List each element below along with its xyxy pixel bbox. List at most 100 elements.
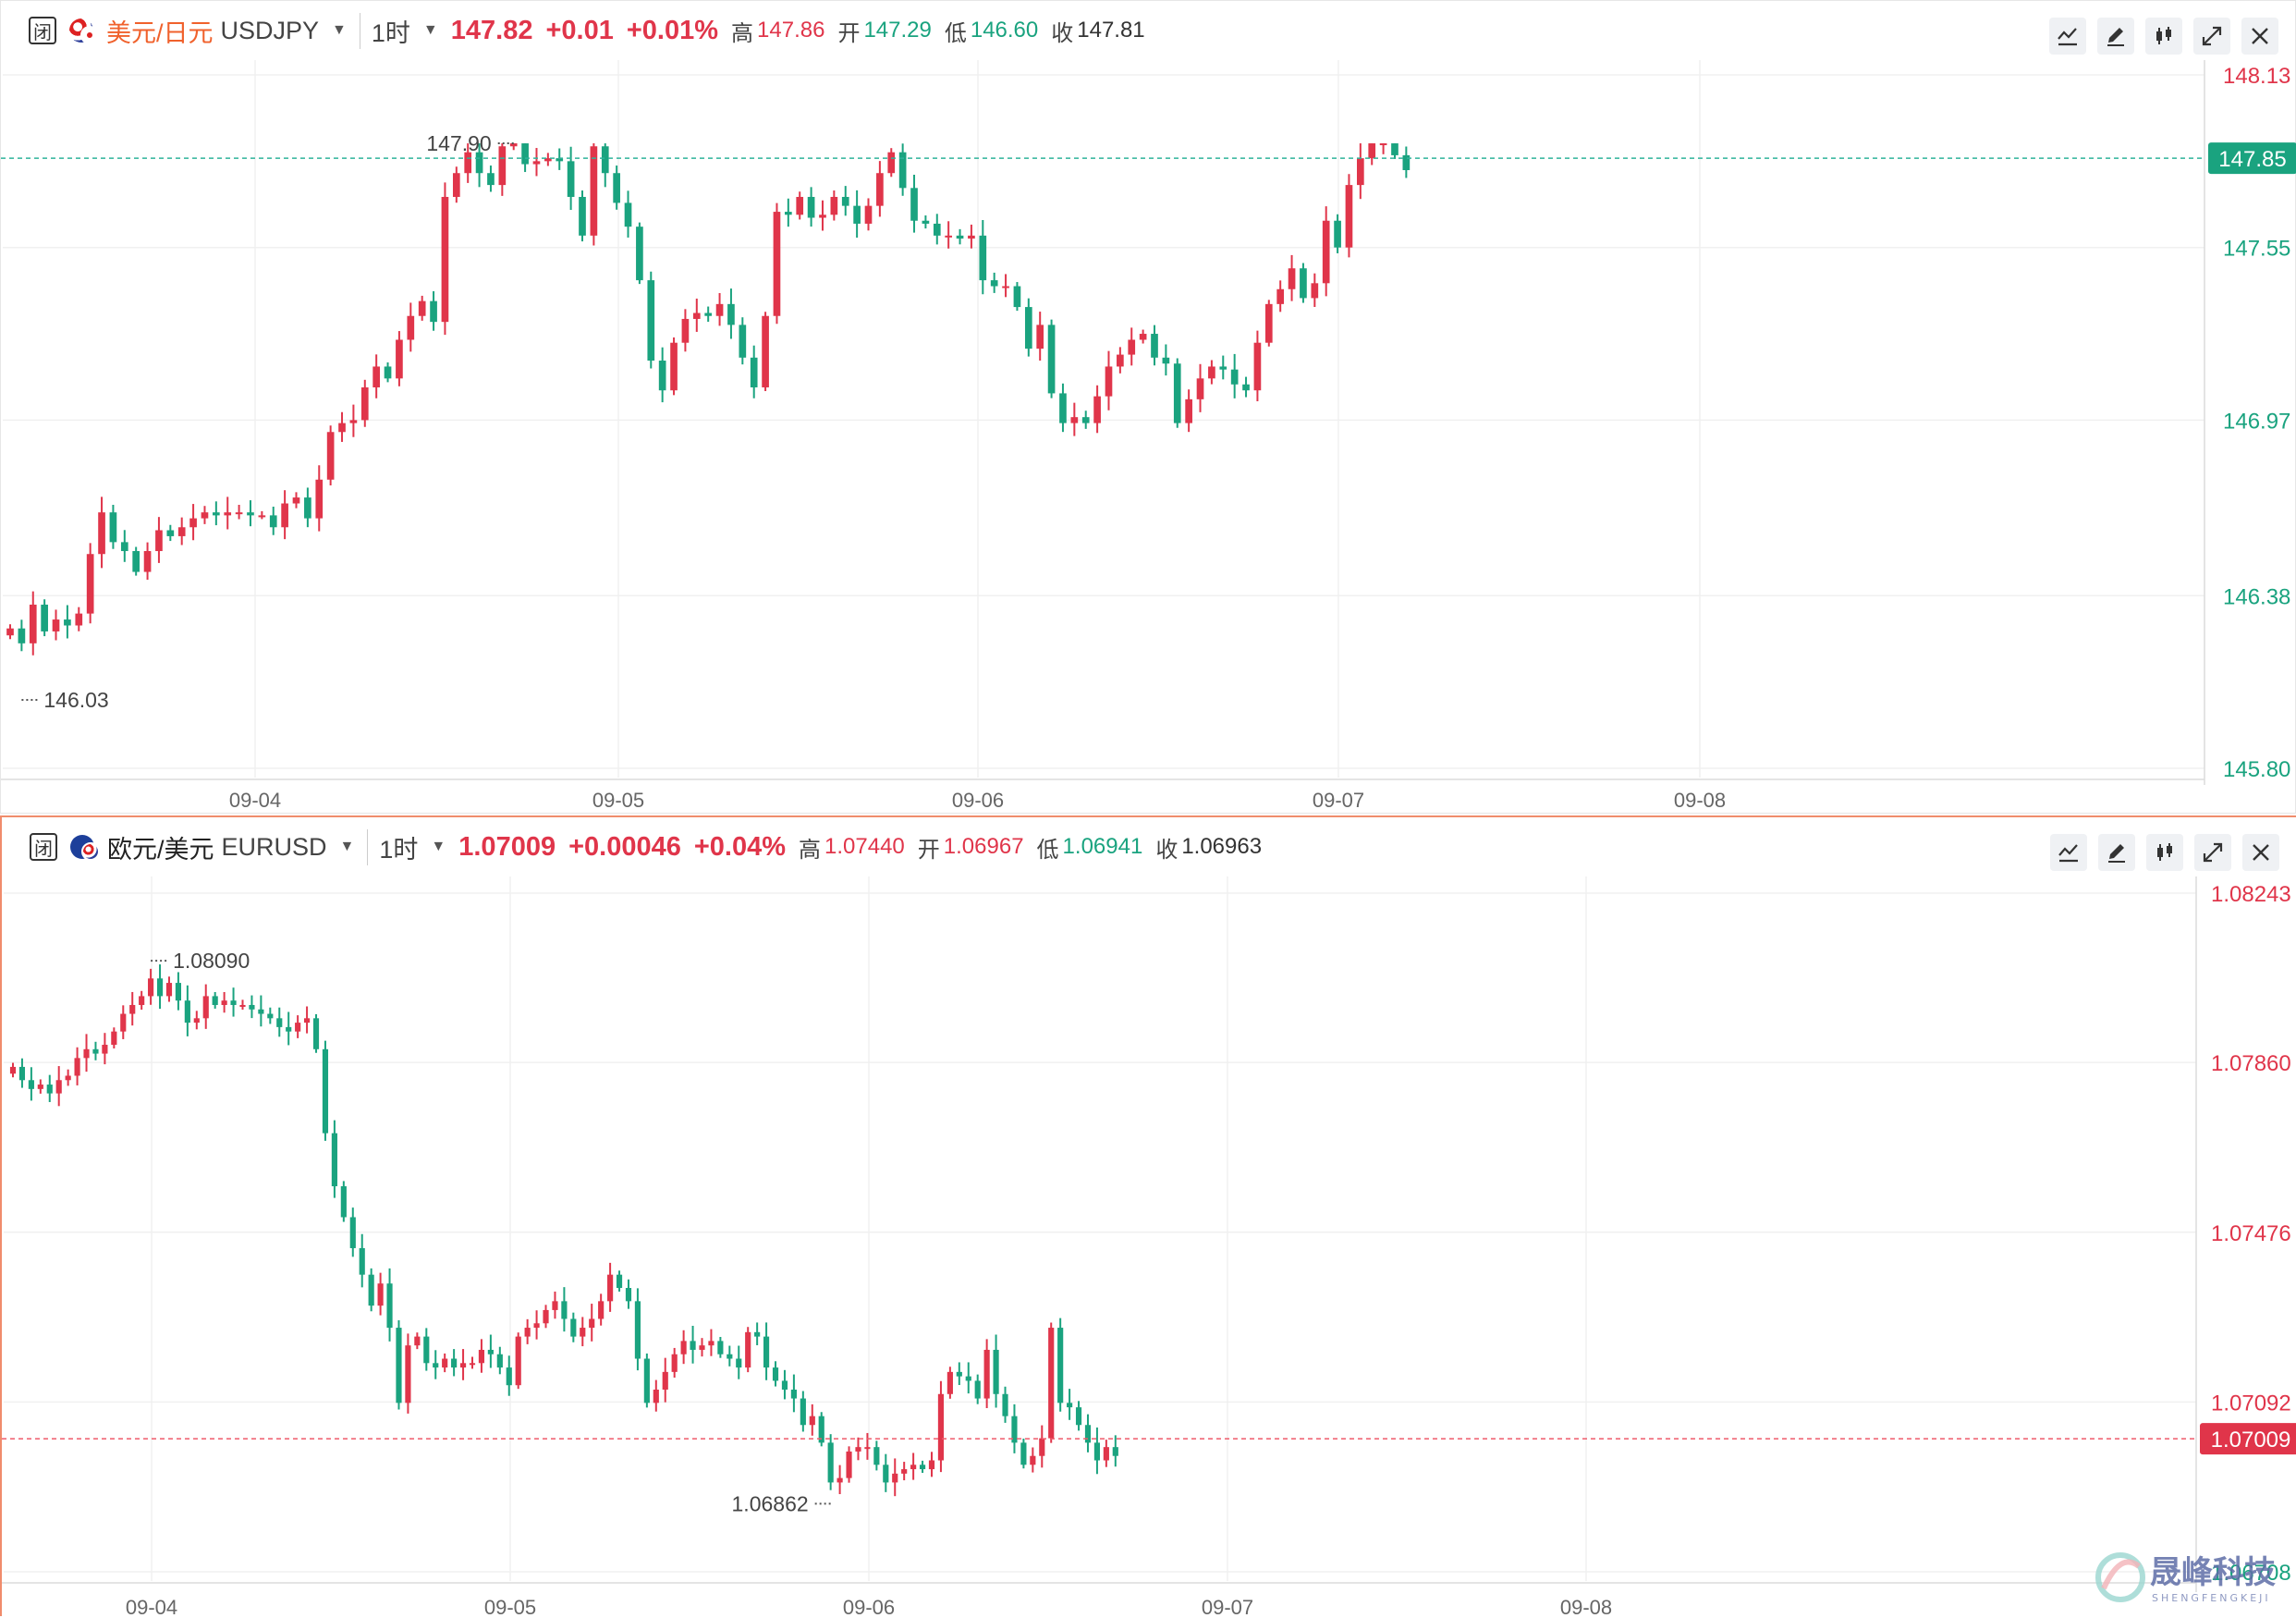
candle-body — [64, 619, 71, 626]
candle-body — [1162, 357, 1170, 364]
candle-body — [590, 146, 598, 236]
candle-body — [785, 212, 792, 215]
candle-body — [139, 996, 145, 1005]
close-label: 收 — [1155, 837, 1179, 863]
candle-body — [643, 1358, 650, 1403]
candle-body — [873, 1447, 880, 1465]
candle-body — [1002, 286, 1009, 288]
candle-body — [772, 1367, 779, 1381]
candle-body — [1334, 220, 1341, 248]
candle-body — [212, 996, 218, 1005]
candle-body — [515, 1336, 521, 1386]
candle-body — [368, 1274, 374, 1306]
chart-toolbar — [2049, 18, 2278, 55]
eurusd-chart-panel: 闭 欧元/美元 EURUSD ▼ 1时 ▼ 1.07009 +0.00046 +… — [0, 815, 2296, 1618]
candle-body — [6, 628, 14, 636]
timeframe-selector[interactable]: 1时 — [367, 828, 418, 865]
eurusd-candlestick-chart[interactable]: 1.08243 1.07860 1.07476 1.07092 1.06708 09-04… — [2, 817, 2296, 1618]
y-tick-label: 1.07092 — [2211, 1391, 2291, 1416]
close-value: 1.06963 — [1181, 834, 1263, 859]
candle-body — [28, 1080, 34, 1089]
candle-body — [498, 146, 507, 186]
x-tick-label: 09-08 — [1560, 1596, 1612, 1618]
chart-type-button[interactable] — [2146, 834, 2183, 871]
close-button[interactable] — [2242, 834, 2279, 871]
candle-body — [1288, 268, 1296, 289]
low-value: 1.06941 — [1062, 834, 1143, 859]
draw-button[interactable] — [2098, 834, 2135, 871]
timeframe-dropdown-icon[interactable]: ▼ — [422, 22, 438, 38]
candle-body — [809, 1416, 815, 1426]
candle-body — [715, 303, 724, 316]
symbol-dropdown-icon[interactable]: ▼ — [339, 839, 355, 854]
candle-body — [552, 1301, 558, 1310]
symbol-name[interactable]: 欧元/美元 — [107, 835, 214, 864]
candle-body — [487, 173, 495, 186]
high-value: 1.07440 — [824, 834, 905, 859]
us-flag-icon — [69, 18, 99, 44]
candle-body — [1103, 1447, 1109, 1461]
candle-body — [613, 173, 620, 203]
candle-body — [1067, 1403, 1073, 1408]
candle-body — [331, 1133, 337, 1187]
x-tick-label: 09-07 — [1202, 1596, 1253, 1618]
candle-body — [837, 1477, 843, 1483]
chart-header: 闭 美元/日元 USDJPY ▼ 1时 ▼ 147.82 +0.01 +0.01… — [1, 1, 2295, 60]
expand-button[interactable] — [2194, 834, 2231, 871]
candle-body — [396, 1328, 402, 1403]
candle-body — [983, 1349, 990, 1399]
symbol-name[interactable]: 美元/日元 — [106, 18, 214, 47]
candle-body — [111, 1031, 117, 1046]
low-label: 低 — [1036, 837, 1059, 863]
candle-body — [1391, 143, 1398, 155]
candle-body — [727, 303, 735, 325]
candle-body — [717, 1341, 724, 1354]
candle-body — [524, 1328, 531, 1337]
candle-body — [441, 196, 449, 323]
candle-body — [556, 158, 564, 162]
candle-body — [570, 1318, 577, 1337]
candle-body — [827, 1442, 834, 1483]
symbol-dropdown-icon[interactable]: ▼ — [332, 22, 347, 38]
draw-button[interactable] — [2097, 18, 2134, 55]
indicator-button[interactable] — [2050, 834, 2087, 871]
x-tick-label: 09-07 — [1313, 789, 1364, 812]
candle-body — [818, 1416, 824, 1443]
pencil-icon — [2107, 28, 2124, 46]
symbol-code[interactable]: EURUSD — [221, 832, 327, 861]
candle-body — [98, 512, 105, 555]
candle-body — [928, 1460, 935, 1470]
high-annotation: 1.08090 — [173, 949, 250, 973]
close-button[interactable] — [2241, 18, 2278, 55]
candle-body — [372, 366, 380, 387]
candle-body — [377, 1283, 384, 1306]
market-closed-badge: 闭 — [29, 17, 56, 44]
candle-body — [156, 978, 164, 997]
timeframe-dropdown-icon[interactable]: ▼ — [431, 839, 446, 854]
candle-body — [1128, 339, 1136, 355]
candle-body — [1030, 1455, 1036, 1465]
candle-body — [624, 202, 632, 227]
candle-body — [681, 318, 690, 343]
candle-body — [143, 551, 152, 572]
usdjpy-candlestick-chart[interactable]: 148.13 147.55 146.97 146.38 145.80 09-04 09-05… — [1, 1, 2296, 815]
candle-body — [37, 1085, 43, 1089]
candle-body — [993, 1349, 999, 1394]
expand-button[interactable] — [2193, 18, 2230, 55]
symbol-code[interactable]: USDJPY — [220, 16, 320, 44]
y-tick-label: 146.38 — [2223, 584, 2290, 609]
candle-body — [892, 1473, 898, 1483]
chart-type-button[interactable] — [2145, 18, 2182, 55]
candle-body — [464, 152, 472, 174]
candle-body — [830, 196, 838, 215]
indicator-button[interactable] — [2049, 18, 2086, 55]
candle-body — [762, 315, 769, 387]
timeframe-selector[interactable]: 1时 — [359, 12, 410, 49]
candle-body — [315, 479, 324, 519]
candle-body — [625, 1288, 632, 1302]
candle-body — [166, 530, 175, 536]
candle-body — [887, 152, 896, 174]
low-value: 146.60 — [970, 18, 1039, 43]
candle-body — [86, 554, 94, 614]
candle-body — [506, 1367, 512, 1386]
